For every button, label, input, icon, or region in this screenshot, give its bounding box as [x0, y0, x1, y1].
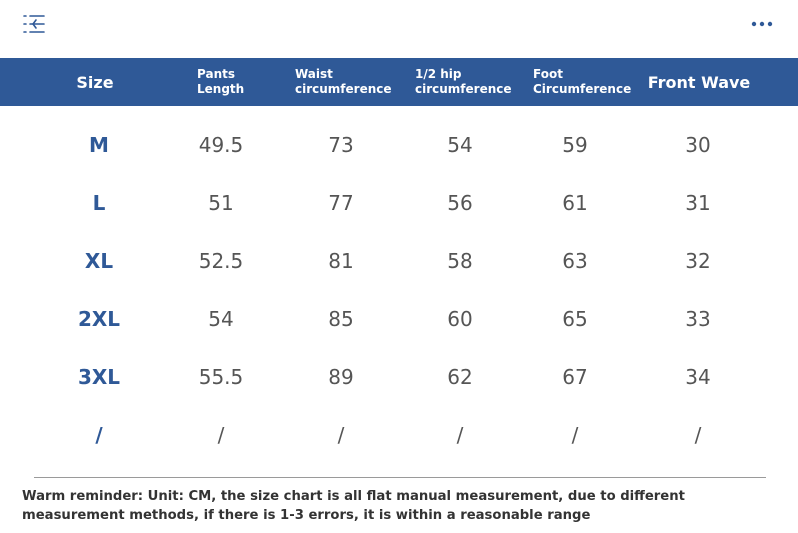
size-cell: 2XL: [77, 307, 121, 331]
header-hip: 1/2 hip circumference: [415, 58, 525, 106]
value-cell: 54: [208, 307, 234, 331]
value-cell: /: [456, 423, 464, 447]
top-bar: [0, 0, 798, 58]
size-cell: XL: [84, 249, 114, 273]
value-cell: 59: [562, 133, 588, 157]
value-cell: 81: [328, 249, 354, 273]
value-cell: 73: [328, 133, 354, 157]
value-cell: 62: [447, 365, 473, 389]
header-foot-line2: Circumference: [533, 82, 632, 96]
value-cell: 52.5: [198, 249, 244, 273]
value-cell: 58: [447, 249, 473, 273]
header-hip-line2: circumference: [415, 82, 512, 96]
measurement-note: Warm reminder: Unit: CM, the size chart …: [22, 489, 685, 523]
header-hip-line1: 1/2 hip: [415, 67, 462, 81]
value-cell: 49.5: [198, 133, 244, 157]
value-cell: /: [694, 423, 702, 447]
value-cell: 31: [685, 191, 711, 215]
value-cell: 67: [562, 365, 588, 389]
value-cell: 34: [685, 365, 711, 389]
table-row: / / / / / /: [0, 406, 798, 464]
table-row: 3XL 55.5 89 62 67 34: [0, 348, 798, 406]
value-cell: 60: [447, 307, 473, 331]
more-dots-icon[interactable]: [748, 14, 776, 34]
table-header: Size Pants Length Waist circumference 1/…: [0, 58, 798, 106]
table-row: XL 52.5 81 58 63 32: [0, 232, 798, 290]
header-waist: Waist circumference: [295, 58, 405, 106]
header-pants-length-line1: Pants: [197, 67, 235, 81]
header-foot: Foot Circumference: [533, 58, 643, 106]
value-cell: 55.5: [198, 365, 244, 389]
size-cell: M: [89, 133, 109, 157]
value-cell: 54: [447, 133, 473, 157]
footer-divider: [34, 477, 766, 478]
header-front-wave: Front Wave: [647, 72, 751, 92]
value-cell: 51: [208, 191, 234, 215]
header-waist-line1: Waist: [295, 67, 333, 81]
value-cell: 63: [562, 249, 588, 273]
value-cell: 32: [685, 249, 711, 273]
value-cell: /: [217, 423, 225, 447]
size-cell: L: [92, 191, 106, 215]
value-cell: 65: [562, 307, 588, 331]
value-cell: /: [571, 423, 579, 447]
value-cell: 77: [328, 191, 354, 215]
value-cell: 56: [447, 191, 473, 215]
table-row: 2XL 54 85 60 65 33: [0, 290, 798, 348]
size-cell: 3XL: [77, 365, 121, 389]
table-row: L 51 77 56 61 31: [0, 174, 798, 232]
menu-list-icon[interactable]: [22, 12, 48, 36]
header-size: Size: [76, 72, 114, 92]
header-pants-length-line2: Length: [197, 82, 245, 96]
value-cell: 30: [685, 133, 711, 157]
header-pants-length: Pants Length: [197, 58, 287, 106]
header-waist-line2: circumference: [295, 82, 392, 96]
value-cell: 89: [328, 365, 354, 389]
value-cell: 85: [328, 307, 354, 331]
value-cell: /: [337, 423, 345, 447]
value-cell: 61: [562, 191, 588, 215]
table-row: M 49.5 73 54 59 30: [0, 116, 798, 174]
size-cell: /: [95, 423, 103, 447]
header-foot-line1: Foot: [533, 67, 563, 81]
value-cell: 33: [685, 307, 711, 331]
